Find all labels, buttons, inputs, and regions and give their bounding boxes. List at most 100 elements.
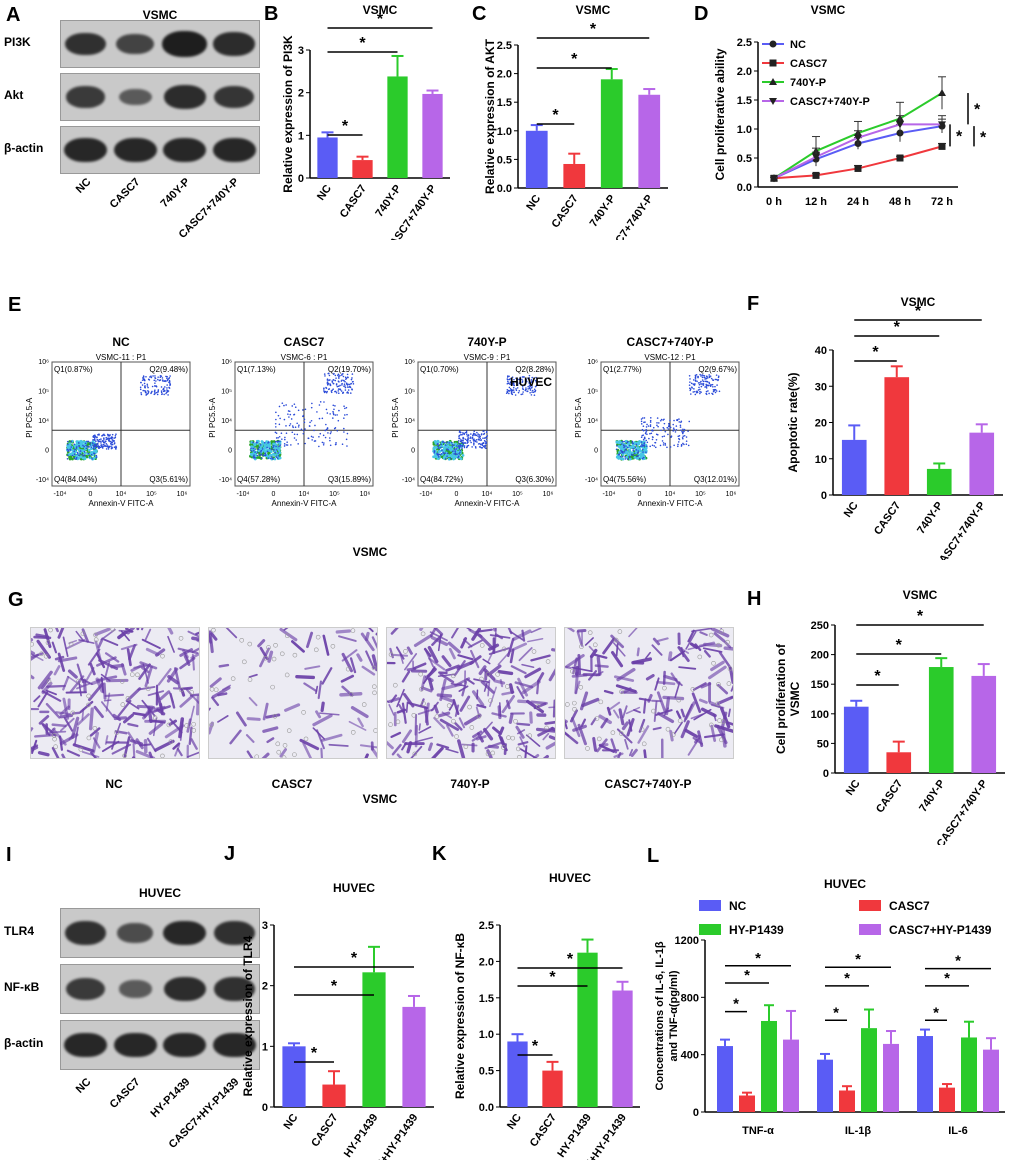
cell: [492, 713, 505, 716]
flow-event: [163, 394, 165, 396]
flow-event: [438, 454, 440, 456]
flow-event: [467, 438, 469, 440]
y-tick-label: 2.5: [497, 40, 512, 52]
flow-event: [141, 394, 143, 396]
significance-star: *: [549, 969, 556, 986]
flow-event: [698, 387, 700, 389]
flow-event: [102, 440, 104, 442]
cell: [531, 628, 540, 632]
flow-event: [112, 444, 114, 446]
flow-event: [450, 458, 452, 460]
flow-event: [649, 446, 651, 448]
flow-event: [280, 444, 282, 446]
flow-event: [453, 453, 455, 455]
pore: [87, 694, 91, 698]
significance-star: *: [755, 950, 761, 967]
pore: [276, 742, 280, 746]
flow-event: [251, 450, 253, 452]
flow-event: [154, 393, 156, 395]
cell: [190, 728, 192, 744]
flow-event: [311, 439, 313, 441]
cell: [161, 704, 162, 714]
flow-event: [324, 373, 326, 375]
flow-event: [343, 405, 345, 407]
cell: [408, 648, 411, 654]
cell: [91, 709, 93, 729]
pore: [709, 633, 713, 637]
flow-event: [264, 445, 267, 448]
bar: [886, 752, 911, 773]
blot-band: [66, 86, 105, 107]
flow-event: [331, 390, 333, 392]
flow-event: [343, 428, 345, 430]
flow-event: [645, 433, 647, 435]
cell: [156, 741, 173, 750]
flow-event: [436, 453, 438, 455]
flow-event: [313, 430, 315, 432]
flow-event: [100, 442, 102, 444]
significance-star: *: [844, 970, 850, 987]
flow-event: [322, 418, 324, 420]
cell: [519, 648, 531, 660]
flow-event: [108, 448, 110, 450]
cell: [196, 630, 199, 634]
flow-event: [96, 437, 98, 439]
flow-event: [307, 437, 309, 439]
pore: [248, 642, 252, 646]
flow-event: [159, 379, 161, 381]
legend-label: HY-P1439: [729, 923, 784, 937]
microscopy-label: CASC7: [202, 777, 382, 791]
flow-event: [470, 436, 472, 438]
flow-event: [335, 442, 337, 444]
flow-event: [278, 440, 280, 442]
flow-event: [706, 376, 708, 378]
flow-event: [442, 441, 444, 443]
flow-event: [73, 451, 75, 453]
quadrant-label-q3: Q3(15.89%): [328, 475, 371, 484]
flow-event: [507, 381, 509, 383]
flow-event: [144, 379, 146, 381]
cell: [40, 716, 48, 723]
flow-event: [344, 408, 346, 410]
flow-event: [275, 426, 277, 428]
y-tick-label: 1.0: [497, 126, 512, 138]
flow-event: [279, 418, 281, 420]
flow-event: [263, 454, 265, 456]
flow-event: [250, 447, 252, 449]
cell: [546, 722, 555, 724]
flow-event: [267, 442, 269, 444]
flow-event: [452, 444, 454, 446]
flow-event: [676, 429, 678, 431]
flow-event: [433, 452, 435, 454]
flow-event: [460, 440, 462, 442]
x-tick-label: 740Y-P: [917, 778, 948, 814]
flow-event: [252, 448, 254, 450]
flow-event: [443, 448, 446, 451]
flow-event: [438, 447, 440, 449]
flow-event: [483, 446, 485, 448]
significance-star: *: [552, 107, 559, 124]
flow-event: [676, 419, 678, 421]
y-tick-label: 2.0: [737, 66, 752, 78]
bar: [717, 1046, 733, 1112]
cell: [70, 671, 77, 677]
y-tick-label: 0: [228, 448, 232, 455]
flow-event: [699, 384, 701, 386]
flow-event: [680, 426, 682, 428]
flow-event: [309, 422, 311, 424]
flow-event: [164, 386, 166, 388]
flow-event: [333, 412, 335, 414]
flow-event: [460, 439, 462, 441]
x-tick-label: 0: [638, 491, 642, 498]
flow-event: [647, 441, 649, 443]
flow-event: [339, 388, 341, 390]
flow-event: [350, 383, 352, 385]
flow-event: [94, 434, 96, 436]
pore: [240, 638, 244, 642]
cell: [237, 713, 245, 725]
microscopy-label: 740Y-P: [380, 777, 560, 791]
cell: [127, 701, 138, 708]
y-axis-label: PI PC5.5-A: [574, 397, 583, 438]
cell: [112, 665, 123, 666]
